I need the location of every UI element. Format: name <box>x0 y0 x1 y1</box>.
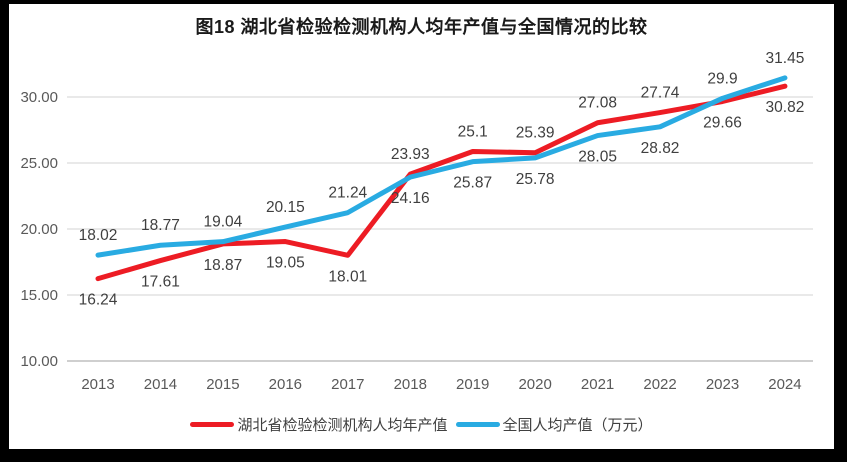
svg-text:17.61: 17.61 <box>141 274 180 291</box>
svg-text:29.9: 29.9 <box>707 70 737 87</box>
svg-text:18.01: 18.01 <box>328 268 367 285</box>
svg-text:2022: 2022 <box>643 376 676 393</box>
svg-text:31.45: 31.45 <box>766 50 805 67</box>
svg-text:30.00: 30.00 <box>20 89 58 106</box>
svg-text:27.08: 27.08 <box>578 95 617 112</box>
chart-legend: 湖北省检验检测机构人均年产值 全国人均产值（万元） <box>9 414 834 435</box>
svg-text:15.00: 15.00 <box>20 287 58 304</box>
svg-text:25.87: 25.87 <box>453 175 492 192</box>
svg-text:2019: 2019 <box>456 376 489 393</box>
svg-text:25.39: 25.39 <box>516 125 555 142</box>
svg-text:18.02: 18.02 <box>79 227 118 244</box>
legend-label-national: 全国人均产值（万元） <box>502 417 653 434</box>
svg-text:19.04: 19.04 <box>204 214 243 231</box>
svg-text:27.74: 27.74 <box>641 85 680 102</box>
svg-text:2013: 2013 <box>81 376 114 393</box>
legend-item-national: 全国人均产值（万元） <box>455 414 653 435</box>
svg-text:2015: 2015 <box>206 376 239 393</box>
svg-text:25.00: 25.00 <box>20 155 58 172</box>
svg-text:28.82: 28.82 <box>641 140 680 157</box>
svg-text:30.82: 30.82 <box>766 99 805 116</box>
svg-text:21.24: 21.24 <box>328 185 367 202</box>
line-chart-plot: 10.00 15.00 20.00 25.00 30.00 2013 2014 2015 201… <box>20 50 813 393</box>
legend-swatch-blue-line-icon <box>455 422 500 427</box>
svg-text:20.15: 20.15 <box>266 199 305 216</box>
svg-text:2016: 2016 <box>269 376 302 393</box>
svg-text:23.93: 23.93 <box>391 146 430 163</box>
svg-text:2024: 2024 <box>768 376 801 393</box>
svg-text:28.05: 28.05 <box>578 149 617 166</box>
legend-item-hubei: 湖北省检验检测机构人均年产值 <box>190 414 448 435</box>
svg-text:16.24: 16.24 <box>79 292 118 309</box>
svg-text:2017: 2017 <box>331 376 364 393</box>
svg-text:25.78: 25.78 <box>516 171 555 188</box>
chart-title: 图18 湖北省检验检测机构人均年产值与全国情况的比较 <box>195 17 648 37</box>
svg-text:24.16: 24.16 <box>391 190 430 207</box>
svg-text:29.66: 29.66 <box>703 114 742 131</box>
chart-area: 图18 湖北省检验检测机构人均年产值与全国情况的比较 10.00 15.00 20.… <box>9 4 834 449</box>
svg-text:2018: 2018 <box>394 376 427 393</box>
svg-text:18.77: 18.77 <box>141 217 180 234</box>
svg-text:25.1: 25.1 <box>458 124 488 141</box>
svg-text:10.00: 10.00 <box>20 353 58 370</box>
legend-swatch-red-line-icon <box>190 422 235 427</box>
svg-text:20.00: 20.00 <box>20 221 58 238</box>
svg-text:2014: 2014 <box>144 376 177 393</box>
svg-text:2021: 2021 <box>581 376 614 393</box>
svg-text:2023: 2023 <box>706 376 739 393</box>
svg-text:19.05: 19.05 <box>266 255 305 272</box>
legend-label-hubei: 湖北省检验检测机构人均年产值 <box>237 417 448 434</box>
svg-text:18.87: 18.87 <box>204 257 243 274</box>
svg-text:2020: 2020 <box>518 376 551 393</box>
